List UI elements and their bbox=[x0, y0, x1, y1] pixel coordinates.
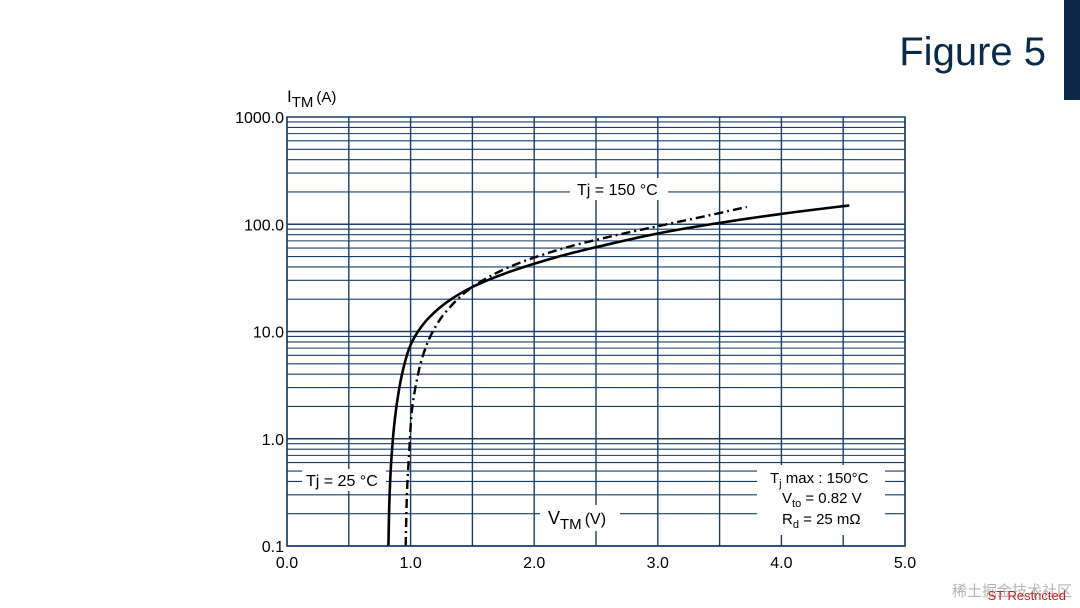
y-axis-label: ITM (A) bbox=[287, 87, 336, 111]
watermark: 稀土掘金技术社区 bbox=[951, 582, 1072, 600]
x-axis-label-main: V bbox=[548, 508, 560, 528]
y-tick-label: 0.1 bbox=[262, 539, 284, 556]
param-rd: Rd = 25 mΩ bbox=[782, 511, 861, 531]
y-tick-label: 100.0 bbox=[244, 217, 284, 234]
x-tick-label: 2.0 bbox=[523, 555, 545, 572]
accent-bar bbox=[1064, 0, 1080, 100]
x-tick-label: 0.0 bbox=[276, 555, 298, 572]
y-tick-label: 1.0 bbox=[262, 432, 284, 449]
plot-border bbox=[286, 116, 906, 547]
tick-labels: 0.0 1.0 2.0 3.0 4.0 5.0 0.1 1.0 10.0 100.0 1000.0 bbox=[235, 110, 916, 572]
tj150-label: Tj = 150 °C bbox=[577, 182, 658, 199]
x-axis-label-bg bbox=[540, 505, 620, 531]
x-tick-label: 5.0 bbox=[894, 555, 916, 572]
footer-restricted: ST Restricted bbox=[987, 588, 1066, 603]
x-tick-label: 3.0 bbox=[647, 555, 669, 572]
y-axis-label-unit: (A) bbox=[316, 89, 336, 106]
x-axis-label: VTM (V) bbox=[548, 508, 606, 533]
tj25-label-bg bbox=[302, 469, 386, 491]
tj150-label-bg bbox=[570, 178, 668, 200]
y-tick-label: 1000.0 bbox=[235, 110, 284, 127]
x-tick-label: 1.0 bbox=[399, 555, 421, 572]
x-tick-label: 4.0 bbox=[770, 555, 792, 572]
series-line-tj150 bbox=[404, 205, 748, 547]
param-vto: Vto = 0.82 V bbox=[782, 490, 862, 510]
param-tj-max: Tj max : 150°C bbox=[770, 470, 869, 490]
x-axis-label-unit: (V) bbox=[585, 511, 606, 528]
slide-title: Figure 5 bbox=[899, 30, 1046, 74]
series-lines bbox=[387, 204, 850, 547]
y-axis-label-sub: TM bbox=[292, 94, 314, 111]
x-axis-label-sub: TM bbox=[560, 516, 582, 533]
tj25-label: Tj = 25 °C bbox=[306, 473, 378, 490]
parameter-box bbox=[757, 465, 885, 535]
y-axis-label-main: I bbox=[287, 87, 292, 106]
series-line-tj25 bbox=[387, 204, 850, 547]
y-tick-label: 10.0 bbox=[253, 325, 284, 342]
